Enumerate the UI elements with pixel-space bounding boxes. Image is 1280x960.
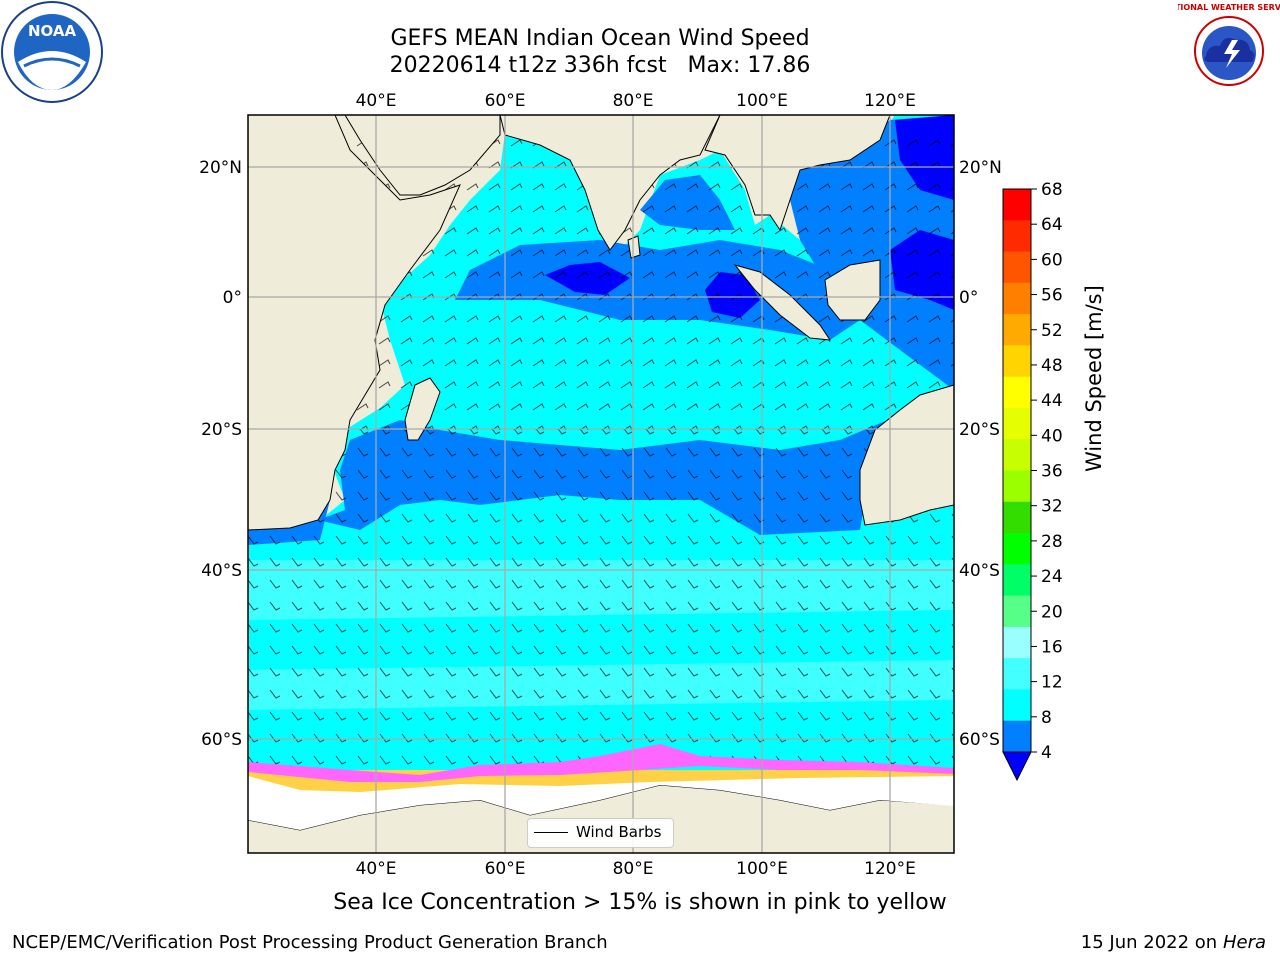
colorbar-segment bbox=[1003, 282, 1031, 315]
colorbar-segment bbox=[1003, 189, 1031, 221]
map-frame bbox=[247, 114, 955, 854]
sri-lanka-land bbox=[627, 235, 641, 259]
lat-labels-left: 20°N 0° 20°S 40°S 60°S bbox=[199, 158, 242, 750]
colorbar-tick-label: 16 bbox=[1041, 637, 1063, 657]
africa-land bbox=[248, 115, 461, 531]
lon-labels-bottom: 40°E 60°E 80°E 100°E 120°E bbox=[356, 859, 916, 879]
lat-labels-right: 20°N 0° 20°S 40°S 60°S bbox=[959, 158, 1002, 750]
india-land bbox=[499, 115, 721, 251]
colorbar-segment bbox=[1003, 376, 1031, 409]
australia-land bbox=[859, 384, 954, 526]
lat-label-right: 20°S bbox=[959, 420, 1000, 440]
lat-label-right: 0° bbox=[959, 288, 978, 308]
sea-ice-pink bbox=[248, 744, 954, 782]
colorbar-tick-label: 48 bbox=[1041, 356, 1063, 376]
colorbar-segment bbox=[1003, 595, 1031, 628]
lon-label-bottom: 80°E bbox=[613, 859, 654, 879]
lat-label-left: 20°N bbox=[199, 158, 242, 178]
colorbar-segment bbox=[1003, 220, 1031, 253]
colorbar-segment bbox=[1003, 407, 1031, 440]
lat-label-left: 40°S bbox=[201, 561, 242, 581]
nws-logo-text: NATIONAL WEATHER SERVICE bbox=[1178, 3, 1280, 12]
footer-credit: NCEP/EMC/Verification Post Processing Pr… bbox=[12, 932, 608, 953]
colorbar-tick-label: 8 bbox=[1041, 708, 1052, 728]
colorbar-tick-label: 28 bbox=[1041, 532, 1063, 552]
footer-date: 15 Jun 2022 on Hera bbox=[1081, 932, 1266, 953]
colorbar-segment bbox=[1003, 501, 1031, 534]
colorbar-tick-label: 4 bbox=[1041, 743, 1052, 763]
lat-label-right: 40°S bbox=[959, 561, 1000, 581]
colorbar-tick-label: 56 bbox=[1041, 286, 1063, 306]
colorbar-tick-label: 20 bbox=[1041, 602, 1063, 622]
colorbar-segment bbox=[1003, 470, 1031, 503]
lat-label-left: 20°S bbox=[201, 420, 242, 440]
lat-label-right: 20°N bbox=[959, 158, 1002, 178]
footer-date-text: 15 Jun 2022 on bbox=[1080, 932, 1218, 953]
colorbar-tick-label: 24 bbox=[1041, 567, 1063, 587]
wind-barbs-legend: Wind Barbs bbox=[527, 818, 674, 848]
lat-label-right: 60°S bbox=[959, 730, 1000, 750]
lon-label-top: 120°E bbox=[864, 91, 916, 111]
colorbar-segment bbox=[1003, 720, 1031, 753]
legend-line-swatch bbox=[534, 832, 568, 833]
lon-label-bottom: 100°E bbox=[736, 859, 788, 879]
lat-label-left: 0° bbox=[223, 288, 242, 308]
lon-label-bottom: 120°E bbox=[864, 859, 916, 879]
sumatra-land bbox=[733, 264, 832, 341]
lon-label-bottom: 60°E bbox=[485, 859, 526, 879]
sea-ice-caption: Sea Ice Concentration > 15% is shown in … bbox=[333, 890, 947, 915]
colorbar-tick-label: 40 bbox=[1041, 426, 1063, 446]
arabia-land bbox=[344, 115, 501, 196]
colorbar: 68 64 60 56 52 48 44 40 36 32 28 24 20 16 12 8 4 bbox=[1002, 180, 1063, 782]
lon-label-top: 60°E bbox=[485, 91, 526, 111]
lat-label-left: 60°S bbox=[201, 730, 242, 750]
lon-labels-top: 40°E 60°E 80°E 100°E 120°E bbox=[356, 91, 916, 111]
colorbar-segment bbox=[1003, 345, 1031, 378]
map-title: GEFS MEAN Indian Ocean Wind Speed bbox=[390, 26, 810, 51]
colorbar-label: Wind Speed [m/s] bbox=[1082, 285, 1106, 472]
lon-label-top: 100°E bbox=[736, 91, 788, 111]
madagascar-land bbox=[404, 377, 441, 441]
southeast-asia-land bbox=[704, 115, 891, 232]
lon-label-top: 80°E bbox=[613, 91, 654, 111]
legend-label: Wind Barbs bbox=[576, 823, 662, 841]
colorbar-tick-label: 44 bbox=[1041, 391, 1063, 411]
colorbar-segment bbox=[1003, 439, 1031, 471]
colorbar-tick-label: 32 bbox=[1041, 497, 1063, 517]
colorbar-segment bbox=[1003, 314, 1031, 346]
map-field bbox=[248, 115, 954, 853]
noaa-logo: NOAA bbox=[1, 1, 103, 103]
wind-barbs-south bbox=[248, 430, 954, 770]
colorbar-segment bbox=[1003, 689, 1031, 722]
colorbar-segment bbox=[1003, 251, 1031, 284]
colorbar-segment bbox=[1003, 533, 1031, 565]
borneo-land bbox=[824, 259, 881, 321]
footer-host: Hera bbox=[1222, 932, 1266, 953]
colorbar-tick-label: 60 bbox=[1041, 250, 1063, 270]
colorbar-tick-label: 36 bbox=[1041, 462, 1063, 482]
colorbar-tick-label: 12 bbox=[1041, 673, 1063, 693]
nws-logo: NATIONAL WEATHER SERVICE bbox=[1178, 3, 1280, 99]
colorbar-tick-label: 68 bbox=[1041, 180, 1063, 200]
lon-label-top: 40°E bbox=[356, 91, 397, 111]
noaa-logo-text: NOAA bbox=[28, 22, 77, 40]
colorbar-tick-label: 52 bbox=[1041, 321, 1063, 341]
colorbar-segment bbox=[1003, 564, 1031, 597]
map-subtitle: 20220614 t12z 336h fcst Max: 17.86 bbox=[389, 53, 811, 78]
colorbar-segment bbox=[1003, 626, 1031, 659]
colorbar-tick-label: 64 bbox=[1041, 215, 1063, 235]
colorbar-segment bbox=[1003, 658, 1031, 690]
graticule bbox=[248, 115, 954, 853]
lon-label-bottom: 40°E bbox=[356, 859, 397, 879]
colorbar-extend-arrow bbox=[1002, 751, 1032, 782]
